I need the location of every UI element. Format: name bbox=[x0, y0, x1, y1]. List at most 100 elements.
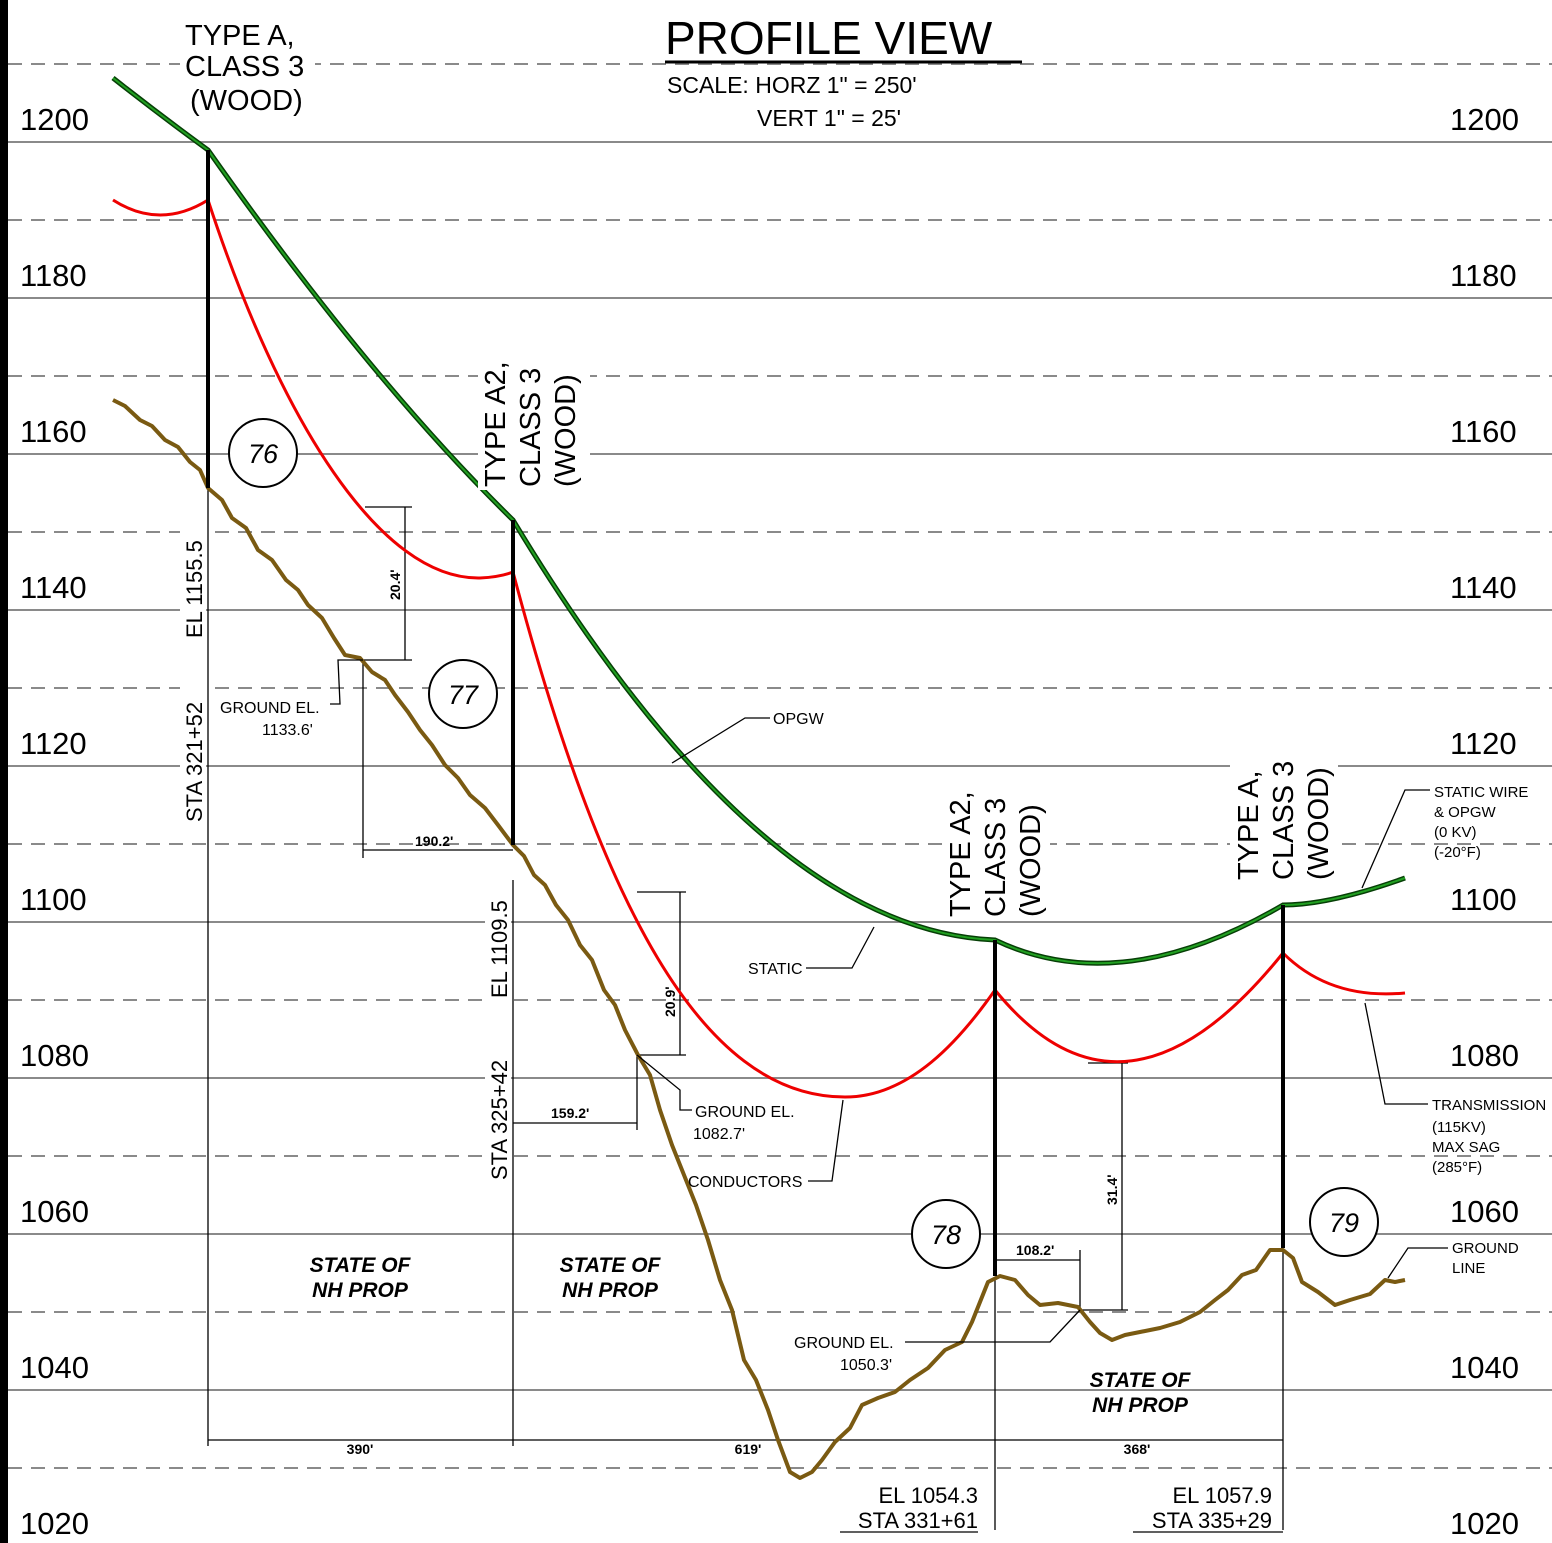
offset-value: 159.2' bbox=[551, 1105, 589, 1121]
elevation-label: 1180 bbox=[20, 258, 87, 293]
callout-text: CONDUCTORS bbox=[688, 1174, 802, 1191]
property-label: NH PROP bbox=[562, 1279, 659, 1302]
property-label: STATE OF bbox=[560, 1254, 662, 1277]
elevation-label: 1080 bbox=[20, 1038, 89, 1073]
span-length: 390' bbox=[347, 1441, 374, 1457]
label-backdrop bbox=[478, 340, 590, 490]
label-backdrop bbox=[180, 500, 206, 830]
span-labels: 390' 619' 368' bbox=[347, 1441, 1151, 1457]
static-wire-core bbox=[112, 77, 1406, 965]
ground-callout: GROUND EL. bbox=[220, 700, 320, 717]
conductors bbox=[112, 198, 1406, 1099]
structure-type: CLASS 3 bbox=[515, 368, 547, 487]
dimensions bbox=[207, 488, 1284, 1533]
ground-callout: GROUND EL. bbox=[794, 1335, 894, 1352]
structure-type: CLASS 3 bbox=[980, 798, 1012, 917]
label-backdrop bbox=[942, 770, 1050, 920]
ground-callout: GROUND EL. bbox=[695, 1104, 795, 1121]
elevation-label: 1060 bbox=[1450, 1194, 1519, 1229]
elevation-label: 1100 bbox=[20, 882, 87, 917]
leader bbox=[808, 1099, 844, 1182]
callout-text: STATIC WIRE bbox=[1434, 784, 1528, 801]
callout-text: GROUND bbox=[1452, 1240, 1519, 1257]
elevation-label: 1120 bbox=[1450, 726, 1517, 761]
structure-type: CLASS 3 bbox=[185, 51, 304, 83]
structure-number: 78 bbox=[931, 1220, 961, 1250]
structure-type: TYPE A2, bbox=[480, 361, 512, 487]
property-labels: STATE OF NH PROP STATE OF NH PROP STATE … bbox=[310, 1254, 1192, 1417]
property-label: NH PROP bbox=[312, 1279, 409, 1302]
pole-station: STA 335+29 bbox=[1152, 1508, 1272, 1533]
property-label: NH PROP bbox=[1092, 1394, 1189, 1417]
pole-elevation: EL 1155.5 bbox=[182, 540, 207, 638]
elevation-label: 1040 bbox=[20, 1350, 89, 1385]
pole-elevation: EL 1054.3 bbox=[879, 1483, 979, 1508]
clearance-labels: 20.4' 190.2' GROUND EL. 1133.6' 20.9' 15… bbox=[220, 569, 1120, 1374]
label-backdrop bbox=[485, 880, 511, 1190]
elevation-label: 1020 bbox=[20, 1506, 89, 1541]
number-circle bbox=[228, 418, 298, 488]
title-block: PROFILE VIEW SCALE: HORZ 1" = 250' VERT … bbox=[660, 12, 1025, 131]
structure-type: (WOOD) bbox=[550, 374, 582, 487]
clearance-value: 20.4' bbox=[387, 569, 403, 600]
structure-type: (WOOD) bbox=[190, 85, 303, 117]
elevation-label: 1200 bbox=[1450, 102, 1519, 137]
title-backdrop bbox=[660, 12, 1025, 60]
leader bbox=[806, 926, 875, 969]
elevation-labels: 1200 1180 1160 1140 1120 1100 1080 1060 … bbox=[20, 102, 1519, 1541]
structure-numbers: 76 77 78 79 bbox=[228, 418, 1379, 1269]
ground-callout: 1133.6' bbox=[262, 722, 313, 739]
callouts: OPGW STATIC CONDUCTORS STATIC WIRE & OPG… bbox=[671, 711, 1546, 1279]
elevation-label: 1120 bbox=[20, 726, 87, 761]
callout-text: (115KV) bbox=[1432, 1119, 1486, 1136]
callout-text: (285°F) bbox=[1432, 1159, 1482, 1176]
ground-line bbox=[112, 398, 1406, 1480]
callout-text: LINE bbox=[1452, 1260, 1485, 1277]
structure-number: 77 bbox=[448, 680, 479, 710]
number-circle bbox=[1309, 1187, 1379, 1257]
conductor bbox=[993, 952, 1285, 1064]
offset-value: 190.2' bbox=[415, 833, 453, 849]
elevation-label: 1080 bbox=[1450, 1038, 1519, 1073]
callout-text: & OPGW bbox=[1434, 804, 1497, 821]
callout-text: (-20°F) bbox=[1434, 844, 1481, 861]
scale-text: SCALE: HORZ 1" = 250' bbox=[667, 72, 917, 98]
number-circle bbox=[911, 1199, 981, 1269]
pole-station: STA 325+42 bbox=[487, 1060, 512, 1180]
structure-type: (WOOD) bbox=[1303, 767, 1335, 880]
pole-elevation: EL 1109.5 bbox=[487, 900, 512, 998]
left-border bbox=[0, 0, 8, 1543]
elevation-label: 1140 bbox=[20, 570, 87, 605]
structure-type: TYPE A, bbox=[185, 20, 295, 52]
leader bbox=[1387, 1247, 1448, 1279]
structure-type: (WOOD) bbox=[1015, 804, 1047, 917]
callout-text: MAX SAG bbox=[1432, 1139, 1500, 1156]
property-label: STATE OF bbox=[310, 1254, 412, 1277]
conductor bbox=[112, 198, 209, 217]
station-labels: EL 1155.5 STA 321+52 EL 1109.5 STA 325+4… bbox=[180, 500, 1272, 1533]
elevation-label: 1200 bbox=[20, 102, 89, 137]
conductor bbox=[511, 571, 997, 1099]
conductor bbox=[1281, 951, 1406, 996]
leader bbox=[1364, 1002, 1428, 1105]
callout-text: TRANSMISSION bbox=[1432, 1097, 1546, 1114]
elevation-label: 1160 bbox=[1450, 414, 1517, 449]
static-wire bbox=[111, 76, 1406, 966]
structure-type: CLASS 3 bbox=[1268, 761, 1300, 880]
callout-text: (0 KV) bbox=[1434, 824, 1477, 841]
elevation-label: 1020 bbox=[1450, 1506, 1519, 1541]
leader bbox=[905, 1309, 1081, 1343]
structure-labels: TYPE A, CLASS 3 (WOOD) TYPE A2, CLASS 3 … bbox=[180, 20, 1338, 920]
scale-text: VERT 1" = 25' bbox=[757, 105, 901, 131]
title: PROFILE VIEW bbox=[665, 12, 993, 64]
elevation-label: 1180 bbox=[1450, 258, 1517, 293]
elevation-label: 1040 bbox=[1450, 1350, 1519, 1385]
elevation-label: 1140 bbox=[1450, 570, 1517, 605]
ground-callout: 1050.3' bbox=[840, 1357, 892, 1374]
structure-type: TYPE A, bbox=[1233, 770, 1265, 880]
leader bbox=[330, 659, 363, 705]
offset-value: 108.2' bbox=[1016, 1242, 1054, 1258]
property-label: STATE OF bbox=[1090, 1369, 1192, 1392]
poles bbox=[206, 150, 1285, 1276]
